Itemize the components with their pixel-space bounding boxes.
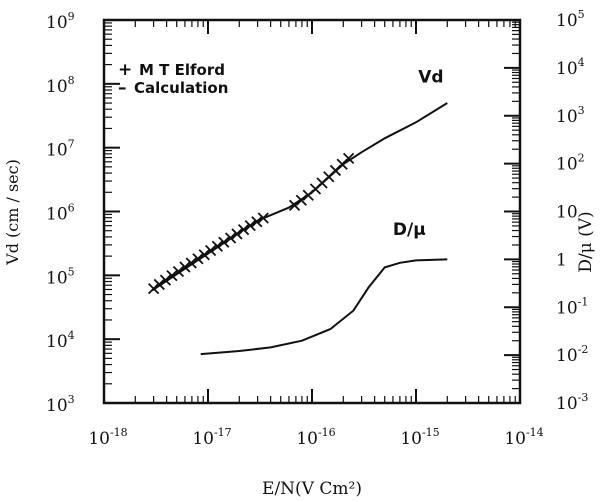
left-tick-label-exponent: 8 (68, 74, 75, 87)
series-layer: Vd D/μ (147, 67, 448, 356)
legend-label-elford: M T Elford (139, 61, 225, 79)
series-label: Vd (418, 67, 443, 87)
right-tick-label-exponent: 2 (578, 152, 585, 165)
right-tick-label-exponent: 4 (578, 56, 585, 69)
left-tick-label-base: 10 (46, 268, 68, 288)
x-tick-label: 10-14 (504, 426, 543, 449)
right-tick-label: 1 (556, 250, 567, 270)
x-tick-label: 10-18 (88, 426, 127, 449)
x-tick-label-exponent: -17 (214, 426, 232, 439)
legend-symbol-elford: + (118, 60, 132, 80)
right-tick-label: 10-2 (556, 343, 588, 366)
x-tick-label: 10-15 (400, 426, 439, 449)
x-axis-label: E/N(V Cm²) (262, 479, 362, 499)
x-tick-label-base: 10 (504, 429, 526, 449)
right-tick-label-base: 1 (556, 250, 567, 270)
right-tick-label: 104 (556, 56, 585, 79)
left-tick-label-base: 10 (46, 205, 68, 225)
right-tick-label-exponent: -1 (578, 295, 589, 308)
x-tick-label-base: 10 (88, 429, 110, 449)
left-tick-label-exponent: 6 (68, 202, 75, 215)
left-tick-label: 105 (46, 265, 75, 288)
x-tick-label-exponent: -14 (526, 426, 544, 439)
legend-label-calculation: Calculation (134, 79, 228, 97)
left-tick-label: 109 (46, 10, 75, 33)
right-tick-label-exponent: -3 (578, 391, 589, 404)
right-tick-label-base: 10 (556, 155, 578, 175)
right-tick-label: 102 (556, 152, 585, 175)
left-tick-label-base: 10 (46, 396, 68, 416)
elford-data-marker (342, 152, 355, 164)
left-tick-label: 106 (46, 202, 75, 225)
minor-ticks (104, 20, 520, 403)
right-tick-label-base: 10 (556, 107, 578, 127)
left-axis-label: Vd (cm / sec) (3, 159, 22, 266)
right-tick-label-base: 10 (556, 298, 578, 318)
left-tick-label-base: 10 (46, 332, 68, 352)
left-tick-label-exponent: 4 (68, 329, 75, 342)
right-tick-label: 103 (556, 104, 585, 127)
x-tick-label-exponent: -18 (110, 426, 128, 439)
left-tick-label: 108 (46, 74, 75, 97)
x-tick-label-base: 10 (192, 429, 214, 449)
right-tick-label-base: 10 (556, 394, 578, 414)
series-line-vd (151, 102, 448, 292)
major-ticks (103, 19, 521, 404)
legend-symbol-calculation: – (118, 78, 127, 98)
left-tick-label-exponent: 5 (68, 265, 75, 278)
x-tick-labels: 10-18 10-17 10-16 10-15 10-14 (88, 426, 543, 449)
right-tick-label-exponent: 3 (578, 104, 585, 117)
left-tick-label: 104 (46, 329, 75, 352)
x-tick-label-exponent: -16 (318, 426, 336, 439)
series-label: D/μ (393, 220, 426, 240)
right-tick-label: 10 (556, 203, 578, 223)
x-tick-label: 10-17 (192, 426, 231, 449)
right-tick-label-base: 10 (556, 11, 578, 31)
right-axis-label: D/μ (V) (576, 211, 596, 272)
right-tick-label-base: 10 (556, 203, 578, 223)
left-tick-label: 107 (46, 138, 75, 161)
right-tick-label-base: 10 (556, 59, 578, 79)
x-tick-label-base: 10 (296, 429, 318, 449)
left-tick-label-exponent: 9 (68, 10, 75, 23)
right-tick-label-base: 10 (556, 346, 578, 366)
left-tick-label-exponent: 3 (68, 393, 75, 406)
right-tick-label: 10-1 (556, 295, 588, 318)
left-tick-label-base: 10 (46, 77, 68, 97)
left-tick-label-base: 10 (46, 141, 68, 161)
left-tick-label-base: 10 (46, 13, 68, 33)
x-tick-label: 10-16 (296, 426, 335, 449)
right-tick-label-exponent: -2 (578, 343, 589, 356)
right-tick-label: 10-3 (556, 391, 588, 414)
series-line-d- (200, 258, 448, 356)
right-tick-label: 105 (556, 8, 585, 31)
x-tick-label-exponent: -15 (422, 426, 440, 439)
left-tick-label: 103 (46, 393, 75, 416)
left-tick-label-exponent: 7 (68, 138, 75, 151)
x-tick-label-base: 10 (400, 429, 422, 449)
legend: + M T Elford – Calculation (118, 60, 228, 98)
right-tick-label-exponent: 5 (578, 8, 585, 21)
